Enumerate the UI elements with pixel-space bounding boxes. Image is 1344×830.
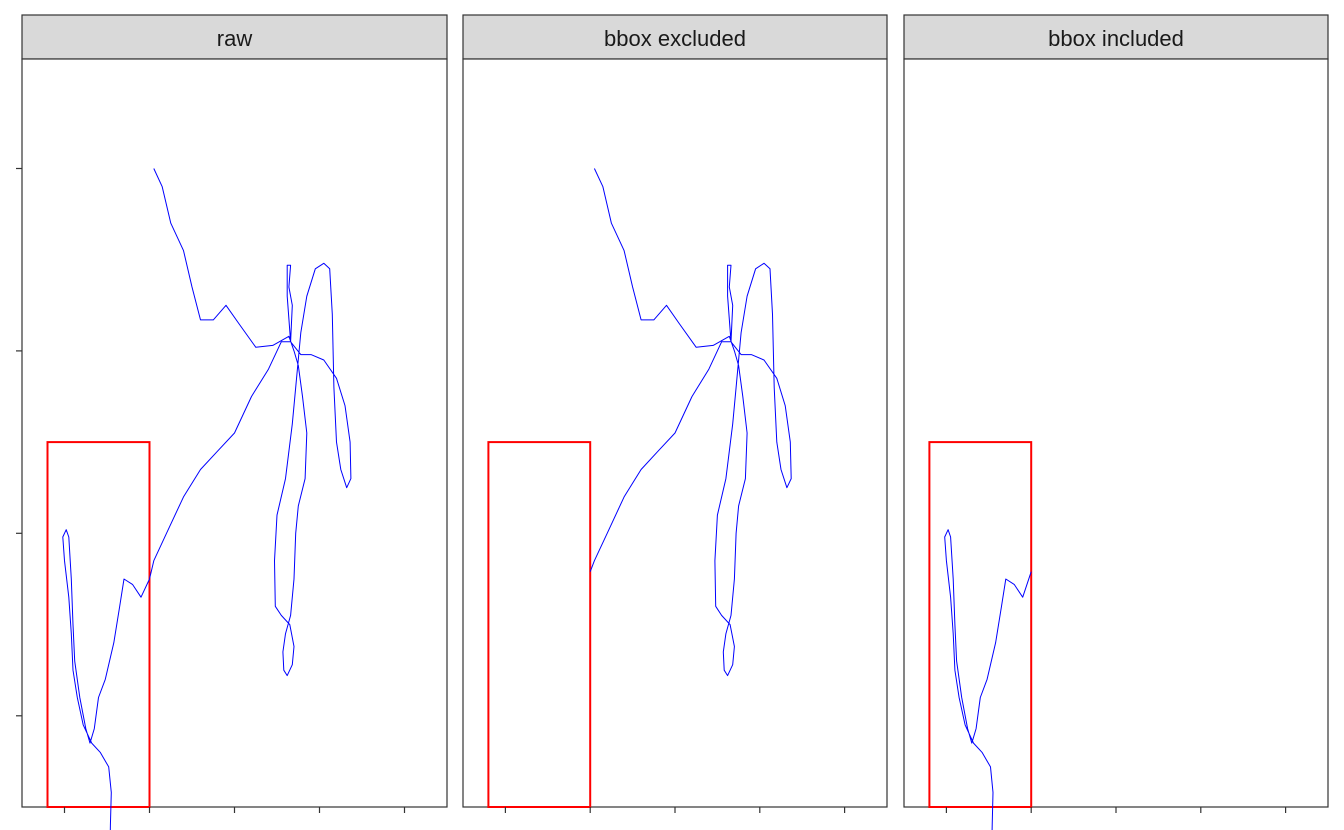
panel-bbox-excluded-bbox-layer (487, 441, 592, 808)
y-axis (16, 167, 22, 717)
panel-bbox-included-track-layer (944, 529, 1032, 830)
panel-raw-bbox-layer (46, 441, 151, 808)
panel-bbox-included-plot-area (903, 58, 1329, 808)
bbox-included-track-line-0 (944, 529, 1032, 830)
panel-bbox-included: bbox included (903, 14, 1329, 830)
panel-raw-strip (21, 14, 448, 60)
panel-bbox-excluded: bbox excluded (462, 14, 888, 813)
raw-track-line-0 (62, 168, 352, 830)
panel-bbox-excluded-x-axis (504, 807, 846, 813)
panel-raw-title: raw (217, 26, 253, 51)
panel-bbox-included-title: bbox included (1048, 26, 1184, 51)
panel-bbox-excluded-strip (462, 14, 888, 60)
bbox-excluded-bbox-rect (487, 441, 592, 808)
bbox-excluded-track-line-0 (589, 168, 792, 677)
panel-raw-x-axis (63, 807, 406, 813)
panel-bbox-included-x-axis (945, 807, 1287, 813)
bbox-included-bbox-rect (928, 441, 1033, 808)
panel-raw-track-layer (62, 168, 352, 830)
panel-bbox-included-bbox-layer (928, 441, 1033, 808)
panel-bbox-excluded-title: bbox excluded (604, 26, 746, 51)
panel-raw: raw (21, 14, 448, 830)
raw-bbox-rect (46, 441, 151, 808)
panel-bbox-excluded-track-layer (589, 168, 792, 677)
panel-bbox-included-strip (903, 14, 1329, 60)
